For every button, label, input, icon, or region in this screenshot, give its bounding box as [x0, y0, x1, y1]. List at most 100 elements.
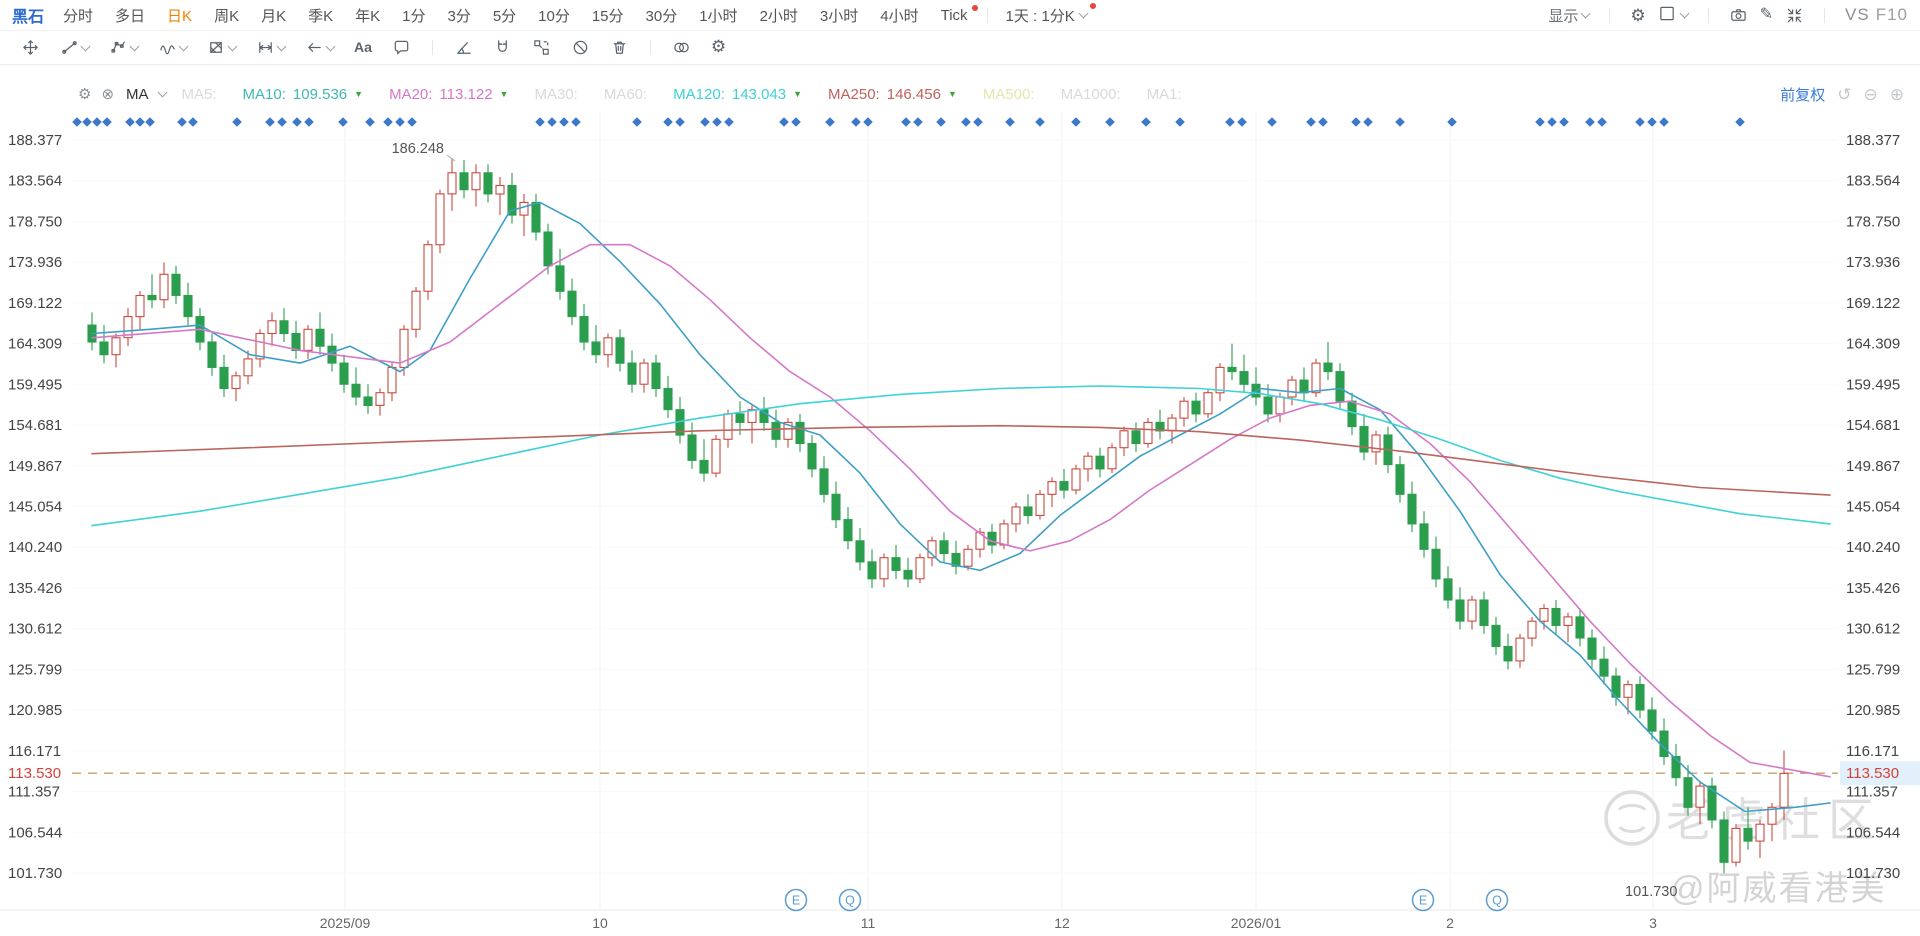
news-dot[interactable] — [936, 117, 946, 127]
news-dot[interactable] — [82, 117, 92, 127]
pitchfork-tool[interactable] — [102, 38, 145, 57]
timeframe-周K[interactable]: 周K — [214, 7, 240, 25]
ma-item-ma30[interactable]: MA30: — [534, 86, 577, 103]
magnet-tool[interactable] — [486, 38, 519, 57]
arrow-left-tool[interactable] — [298, 38, 341, 57]
screenshot-button[interactable] — [1729, 6, 1748, 25]
timeframe-季K[interactable]: 季K — [308, 7, 334, 25]
earnings-marker[interactable] — [784, 888, 808, 912]
news-dot[interactable] — [913, 117, 923, 127]
news-dot[interactable] — [102, 117, 112, 127]
ma-item-ma500[interactable]: MA500: — [983, 86, 1035, 103]
news-dot[interactable] — [663, 117, 673, 127]
zoom-out-icon[interactable]: ⊖ — [1863, 84, 1878, 104]
news-dot[interactable] — [1035, 117, 1045, 127]
news-dot[interactable] — [1141, 117, 1151, 127]
news-dot[interactable] — [135, 117, 145, 127]
news-dot[interactable] — [1585, 117, 1595, 127]
news-dot[interactable] — [177, 117, 187, 127]
text-tool-tool[interactable]: Aa — [347, 39, 379, 57]
timeframe-Tick[interactable]: Tick — [930, 4, 979, 24]
elliott-wave-tool[interactable] — [151, 38, 194, 57]
news-dot[interactable] — [72, 117, 82, 127]
ma-item-ma1000[interactable]: MA1000: — [1061, 86, 1121, 103]
news-dot[interactable] — [1547, 117, 1557, 127]
news-dot[interactable] — [1395, 117, 1405, 127]
triangle-down-icon[interactable]: ▼ — [947, 89, 957, 99]
indicator-settings-icon[interactable]: ⚙ — [78, 85, 92, 103]
timeframe-日K[interactable]: 日K — [167, 7, 193, 25]
triangle-down-icon[interactable]: ▼ — [354, 89, 364, 99]
trendline-tool[interactable] — [53, 38, 96, 57]
zoom-in-icon[interactable]: ⊕ — [1889, 84, 1904, 104]
reset-zoom-icon[interactable]: ↺ — [1837, 84, 1852, 104]
custom-interval-dropdown[interactable]: 1天 : 1分K — [996, 2, 1097, 26]
ma-item-ma5[interactable]: MA5: — [182, 86, 217, 103]
timeframe-30分[interactable]: 30分 — [645, 7, 678, 25]
news-dot[interactable] — [1647, 117, 1657, 127]
layout-selector[interactable] — [1658, 4, 1690, 27]
ma-item-ma20[interactable]: MA20: 113.122 ▼ — [389, 86, 508, 103]
display-dropdown[interactable]: 显示 — [1548, 5, 1591, 26]
triangle-down-icon[interactable]: ▼ — [499, 89, 509, 99]
news-dot[interactable] — [277, 117, 287, 127]
news-dot[interactable] — [232, 117, 242, 127]
shapes-tool[interactable] — [525, 38, 558, 57]
measure-tool[interactable] — [249, 38, 292, 57]
dividend-marker[interactable] — [1485, 888, 1509, 912]
timeframe-4小时[interactable]: 4小时 — [880, 7, 919, 25]
news-dot[interactable] — [188, 117, 198, 127]
timeframe-5分[interactable]: 5分 — [492, 7, 517, 25]
news-dot[interactable] — [125, 117, 135, 127]
news-dot[interactable] — [1225, 117, 1235, 127]
timeframe-1小时[interactable]: 1小时 — [699, 7, 738, 25]
timeframe-2小时[interactable]: 2小时 — [759, 7, 798, 25]
trash-tool[interactable] — [603, 38, 636, 57]
comment-tool[interactable] — [385, 38, 418, 57]
vs-button[interactable]: VS — [1845, 5, 1870, 24]
news-dot[interactable] — [559, 117, 569, 127]
news-dot[interactable] — [1306, 117, 1316, 127]
news-dot[interactable] — [851, 117, 861, 127]
news-dot[interactable] — [675, 117, 685, 127]
chart-settings-button[interactable]: ⚙ — [1630, 5, 1646, 25]
news-dot[interactable] — [1005, 117, 1015, 127]
timeframe-多日[interactable]: 多日 — [115, 7, 146, 25]
news-dot[interactable] — [92, 117, 102, 127]
news-dot[interactable] — [547, 117, 557, 127]
ma-item-ma250[interactable]: MA250: 146.456 ▼ — [828, 86, 957, 103]
hide-tool[interactable] — [564, 38, 597, 57]
draw-mode-button[interactable]: ✎ — [1759, 6, 1774, 23]
news-dot[interactable] — [700, 117, 710, 127]
news-dot[interactable] — [365, 117, 375, 127]
ma-item-ma1[interactable]: MA1: — [1147, 86, 1182, 103]
news-dot[interactable] — [1659, 117, 1669, 127]
news-dot[interactable] — [395, 117, 405, 127]
news-dot[interactable] — [632, 117, 642, 127]
news-dot[interactable] — [1735, 117, 1745, 127]
timeframe-3小时[interactable]: 3小时 — [819, 7, 859, 25]
news-dot[interactable] — [1597, 117, 1607, 127]
compare-tool[interactable] — [665, 38, 698, 57]
timeframe-年K[interactable]: 年K — [355, 7, 381, 25]
news-dot[interactable] — [1318, 117, 1328, 127]
move-tool[interactable] — [14, 38, 47, 57]
news-dot[interactable] — [383, 117, 393, 127]
news-dot[interactable] — [1105, 117, 1115, 127]
news-dot[interactable] — [145, 117, 155, 127]
gear-tool[interactable]: ⚙ — [704, 38, 733, 57]
news-dot[interactable] — [1559, 117, 1569, 127]
news-dot[interactable] — [1175, 117, 1185, 127]
news-dot[interactable] — [1237, 117, 1247, 127]
collapse-chart-button[interactable] — [1785, 6, 1804, 25]
news-dot[interactable] — [791, 117, 801, 127]
news-dot[interactable] — [535, 117, 545, 127]
f10-button[interactable]: F10 — [1875, 5, 1908, 24]
indicator-close-icon[interactable]: ⊗ — [101, 85, 115, 103]
news-dot[interactable] — [901, 117, 911, 127]
angle-tool[interactable] — [447, 38, 480, 57]
ma-item-ma60[interactable]: MA60: — [604, 86, 647, 103]
news-dot[interactable] — [724, 117, 734, 127]
timeframe-10分[interactable]: 10分 — [538, 7, 570, 25]
